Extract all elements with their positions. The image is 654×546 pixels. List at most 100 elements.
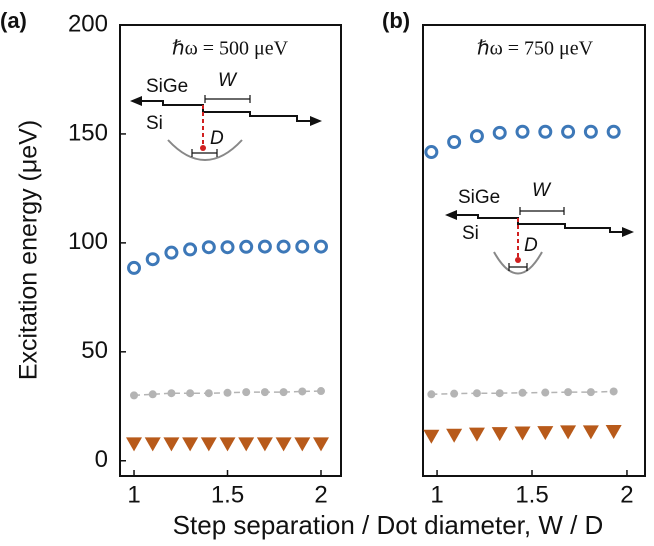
point (295, 239, 310, 254)
point (200, 437, 217, 452)
dot-label: D (524, 235, 538, 256)
step-label: W (218, 70, 238, 91)
point (468, 427, 485, 442)
x-tick-label: 2 (620, 481, 633, 508)
point (313, 239, 328, 254)
confinement-potential (493, 251, 543, 275)
point (298, 387, 307, 396)
point (423, 429, 440, 444)
point (182, 437, 199, 452)
y-tick-label: 0 (95, 446, 108, 473)
point (472, 389, 481, 398)
point (514, 426, 531, 441)
point (541, 388, 550, 397)
panel-label: (b) (382, 8, 410, 33)
w-bracket (204, 95, 251, 103)
point (583, 124, 598, 139)
x-tick-label: 1.5 (515, 481, 548, 508)
point (223, 388, 232, 397)
point (564, 388, 573, 397)
point (276, 239, 291, 254)
layer-label: Si (146, 113, 163, 134)
point (491, 427, 508, 442)
layer-label: Si (462, 223, 479, 244)
point (220, 240, 235, 255)
layer-label: SiGe (458, 187, 500, 208)
confinement-potential (167, 139, 243, 161)
point (256, 437, 273, 452)
point (126, 437, 143, 452)
point (164, 245, 179, 260)
y-tick-label: 150 (68, 119, 108, 146)
point (427, 390, 436, 399)
y-tick-label: 200 (68, 10, 108, 37)
layer-label: SiGe (146, 76, 188, 97)
point (492, 125, 507, 140)
panel-label: (a) (0, 8, 27, 33)
point (495, 389, 504, 398)
point (167, 389, 176, 398)
point (260, 388, 269, 397)
annotation: ℏω = 500 μeV (172, 38, 289, 60)
step-line (455, 214, 626, 233)
x-tick-label: 1 (127, 481, 140, 508)
point (275, 437, 292, 452)
dot-center-point (200, 145, 206, 151)
point (148, 390, 157, 399)
point (239, 239, 254, 254)
plot-frame (422, 24, 646, 477)
point (130, 391, 139, 400)
point (201, 240, 216, 255)
point (242, 388, 251, 397)
point (582, 425, 599, 440)
point (183, 242, 198, 257)
point (294, 437, 311, 452)
plot-frame (119, 24, 342, 477)
step-line (140, 100, 314, 122)
point (537, 426, 554, 441)
x-tick-label: 1 (430, 481, 443, 508)
dot-label: D (210, 128, 224, 149)
point (518, 388, 527, 397)
point (238, 437, 255, 452)
y-tick-label: 100 (68, 228, 108, 255)
point (609, 387, 618, 396)
point (446, 428, 463, 443)
point (560, 425, 577, 440)
point (312, 437, 329, 452)
d-bracket (191, 149, 218, 157)
point (538, 124, 553, 139)
point (586, 388, 595, 397)
point (450, 389, 459, 398)
point (316, 387, 325, 396)
inset-diagram: SiGe Si W D (445, 180, 634, 275)
y-tick-label: 50 (81, 337, 108, 364)
point (605, 424, 622, 439)
inset-diagram: SiGe Si W D (130, 70, 322, 161)
w-bracket (519, 207, 565, 215)
point (515, 124, 530, 139)
dot-center-point (515, 257, 521, 263)
point (606, 124, 621, 139)
point (144, 437, 161, 452)
point (219, 437, 236, 452)
point (424, 145, 439, 160)
point (127, 260, 142, 275)
x-tick-label: 1.5 (211, 481, 244, 508)
d-bracket (508, 263, 528, 271)
y-axis-label: Excitation energy (μeV) (15, 120, 43, 380)
x-axis-label: Step separation / Dot diameter, W / D (173, 510, 604, 540)
point (561, 124, 576, 139)
point (163, 437, 180, 452)
point (447, 134, 462, 149)
x-tick-label: 2 (314, 481, 327, 508)
point (279, 388, 288, 397)
point (469, 129, 484, 144)
step-label: W (532, 180, 552, 201)
annotation: ℏω = 750 μeV (477, 38, 594, 60)
point (145, 252, 160, 267)
point (204, 389, 213, 398)
point (257, 239, 272, 254)
point (186, 389, 195, 398)
